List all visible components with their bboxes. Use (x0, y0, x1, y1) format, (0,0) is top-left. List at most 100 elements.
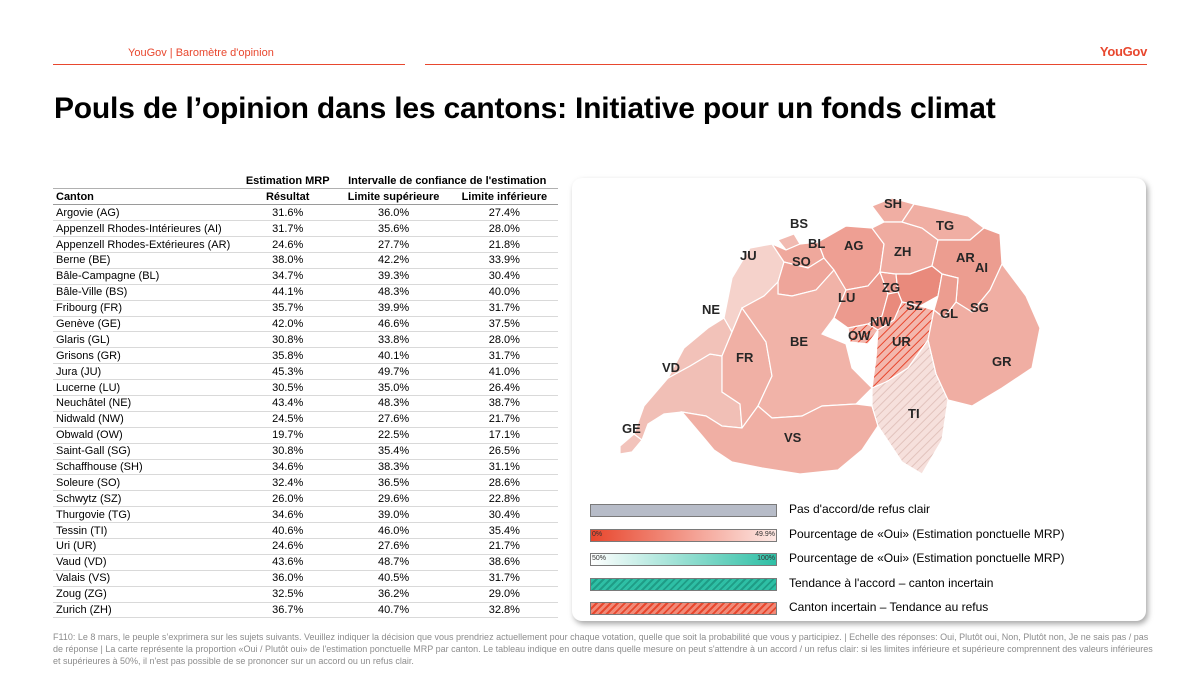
cell-canton: Soleure (SO) (53, 474, 239, 492)
map-label-zh: ZH (894, 244, 911, 259)
cell-canton: Obwald (OW) (53, 427, 239, 444)
cell-result: 24.6% (239, 538, 337, 555)
table-row: Nidwald (NW) 24.5% 27.6% 21.7% (53, 411, 558, 428)
table-row: Schwytz (SZ) 26.0% 29.6% 22.8% (53, 490, 558, 508)
map-label-ai: AI (975, 260, 988, 275)
canton-results-table: Estimation MRP Intervalle de confiance d… (53, 173, 558, 619)
table-row: Berne (BE) 38.0% 42.2% 33.9% (53, 252, 558, 269)
cell-result: 31.7% (239, 220, 337, 238)
cell-upper: 27.7% (336, 236, 451, 253)
group-header-interval: Intervalle de confiance de l'estimation (336, 173, 558, 190)
cell-result: 24.6% (239, 236, 337, 253)
table-row: Lucerne (LU) 30.5% 35.0% 26.4% (53, 379, 558, 396)
cell-upper: 33.8% (336, 331, 451, 349)
legend-swatch-tendance-refus (590, 602, 777, 616)
cell-result: 26.0% (239, 490, 337, 508)
legend-label-green-scale: Pourcentage de «Oui» (Estimation ponctue… (789, 551, 1065, 566)
cell-canton: Schwytz (SZ) (53, 490, 239, 508)
cell-canton: Uri (UR) (53, 538, 239, 555)
map-label-bs: BS (790, 216, 808, 231)
map-label-fr: FR (736, 350, 754, 365)
cell-lower: 27.4% (450, 204, 558, 222)
cell-canton: Thurgovie (TG) (53, 506, 239, 524)
table-row: Uri (UR) 24.6% 27.6% 21.7% (53, 538, 558, 555)
map-label-vd: VD (662, 360, 680, 375)
cell-canton: Argovie (AG) (53, 204, 239, 222)
table-row: Soleure (SO) 32.4% 36.5% 28.6% (53, 474, 558, 492)
cell-lower: 28.0% (450, 220, 558, 238)
cell-result: 30.8% (239, 443, 337, 460)
cell-result: 43.6% (239, 554, 337, 571)
table-row: Obwald (OW) 19.7% 22.5% 17.1% (53, 427, 558, 444)
table-row: Fribourg (FR) 35.7% 39.9% 31.7% (53, 300, 558, 317)
map-label-ag: AG (844, 238, 864, 253)
cell-canton: Grisons (GR) (53, 347, 239, 365)
cell-lower: 28.6% (450, 474, 558, 492)
legend-label-red-scale: Pourcentage de «Oui» (Estimation ponctue… (789, 526, 1065, 541)
cell-result: 36.7% (239, 602, 337, 619)
cell-result: 19.7% (239, 427, 337, 444)
cell-result: 32.4% (239, 474, 337, 492)
table-row: Genève (GE) 42.0% 46.6% 37.5% (53, 316, 558, 333)
legend-swatch-green-scale: 50% 100% (590, 553, 777, 567)
cell-upper: 46.0% (336, 522, 451, 539)
cell-lower: 21.7% (450, 538, 558, 555)
cell-upper: 46.6% (336, 316, 451, 333)
legend-swatch-tendance-accord (590, 577, 777, 591)
table-row: Zoug (ZG) 32.5% 36.2% 29.0% (53, 586, 558, 603)
cell-result: 38.0% (239, 252, 337, 269)
cell-canton: Genève (GE) (53, 316, 239, 333)
canton-ow (847, 323, 879, 345)
table-row: Glaris (GL) 30.8% 33.8% 28.0% (53, 331, 558, 349)
cell-upper: 39.9% (336, 300, 451, 317)
legend-red-min: 0% (592, 530, 603, 538)
cell-lower: 41.0% (450, 363, 558, 381)
map-label-ge: GE (622, 421, 641, 436)
cell-result: 34.6% (239, 459, 337, 476)
cell-canton: Bâle-Ville (BS) (53, 284, 239, 301)
cell-canton: Saint-Gall (SG) (53, 443, 239, 460)
cell-lower: 31.1% (450, 459, 558, 476)
cell-canton: Valais (VS) (53, 570, 239, 587)
cell-upper: 39.3% (336, 268, 451, 285)
cell-lower: 33.9% (450, 252, 558, 269)
cell-lower: 37.5% (450, 316, 558, 333)
header-breadcrumb: YouGov | Baromètre d'opinion (128, 47, 274, 59)
legend-label-tendance-refus: Canton incertain – Tendance au refus (789, 600, 989, 615)
table-row: Jura (JU) 45.3% 49.7% 41.0% (53, 363, 558, 381)
map-label-gr: GR (992, 354, 1012, 369)
cell-lower: 26.4% (450, 379, 558, 396)
map-label-ju: JU (740, 248, 757, 263)
cell-lower: 22.8% (450, 490, 558, 508)
legend-item-red-scale: 0% 49.9% Pourcentage de «Oui» (Estimatio… (590, 526, 1130, 551)
cell-canton: Glaris (GL) (53, 331, 239, 349)
map-label-vs: VS (784, 430, 802, 445)
map-label-tg: TG (936, 218, 954, 233)
map-label-zg: ZG (882, 280, 900, 295)
cell-canton: Appenzell Rhodes-Extérieures (AR) (53, 236, 239, 253)
map-label-lu: LU (838, 290, 855, 305)
cell-lower: 21.8% (450, 236, 558, 253)
cell-lower: 30.4% (450, 268, 558, 285)
cell-upper: 40.5% (336, 570, 451, 587)
map-label-gl: GL (940, 306, 958, 321)
map-label-nw: NW (870, 314, 892, 329)
cell-upper: 22.5% (336, 427, 451, 444)
cell-result: 40.6% (239, 522, 337, 539)
canton-be (741, 268, 873, 419)
cell-result: 34.7% (239, 268, 337, 285)
yougov-logo: YouGov (1099, 44, 1147, 59)
cell-result: 30.8% (239, 331, 337, 349)
table-row: Appenzell Rhodes-Extérieures (AR) 24.6% 27… (53, 236, 558, 253)
cell-upper: 49.7% (336, 363, 451, 381)
cell-upper: 40.7% (336, 602, 451, 619)
cell-canton: Jura (JU) (53, 363, 239, 381)
column-header-result: Résultat (239, 188, 337, 206)
cell-result: 44.1% (239, 284, 337, 301)
cell-upper: 48.3% (336, 395, 451, 412)
cell-canton: Vaud (VD) (53, 554, 239, 571)
table-row: Tessin (TI) 40.6% 46.0% 35.4% (53, 522, 558, 539)
page-title: Pouls de l’opinion dans les cantons: Ini… (54, 92, 996, 125)
table-row: Valais (VS) 36.0% 40.5% 31.7% (53, 570, 558, 587)
